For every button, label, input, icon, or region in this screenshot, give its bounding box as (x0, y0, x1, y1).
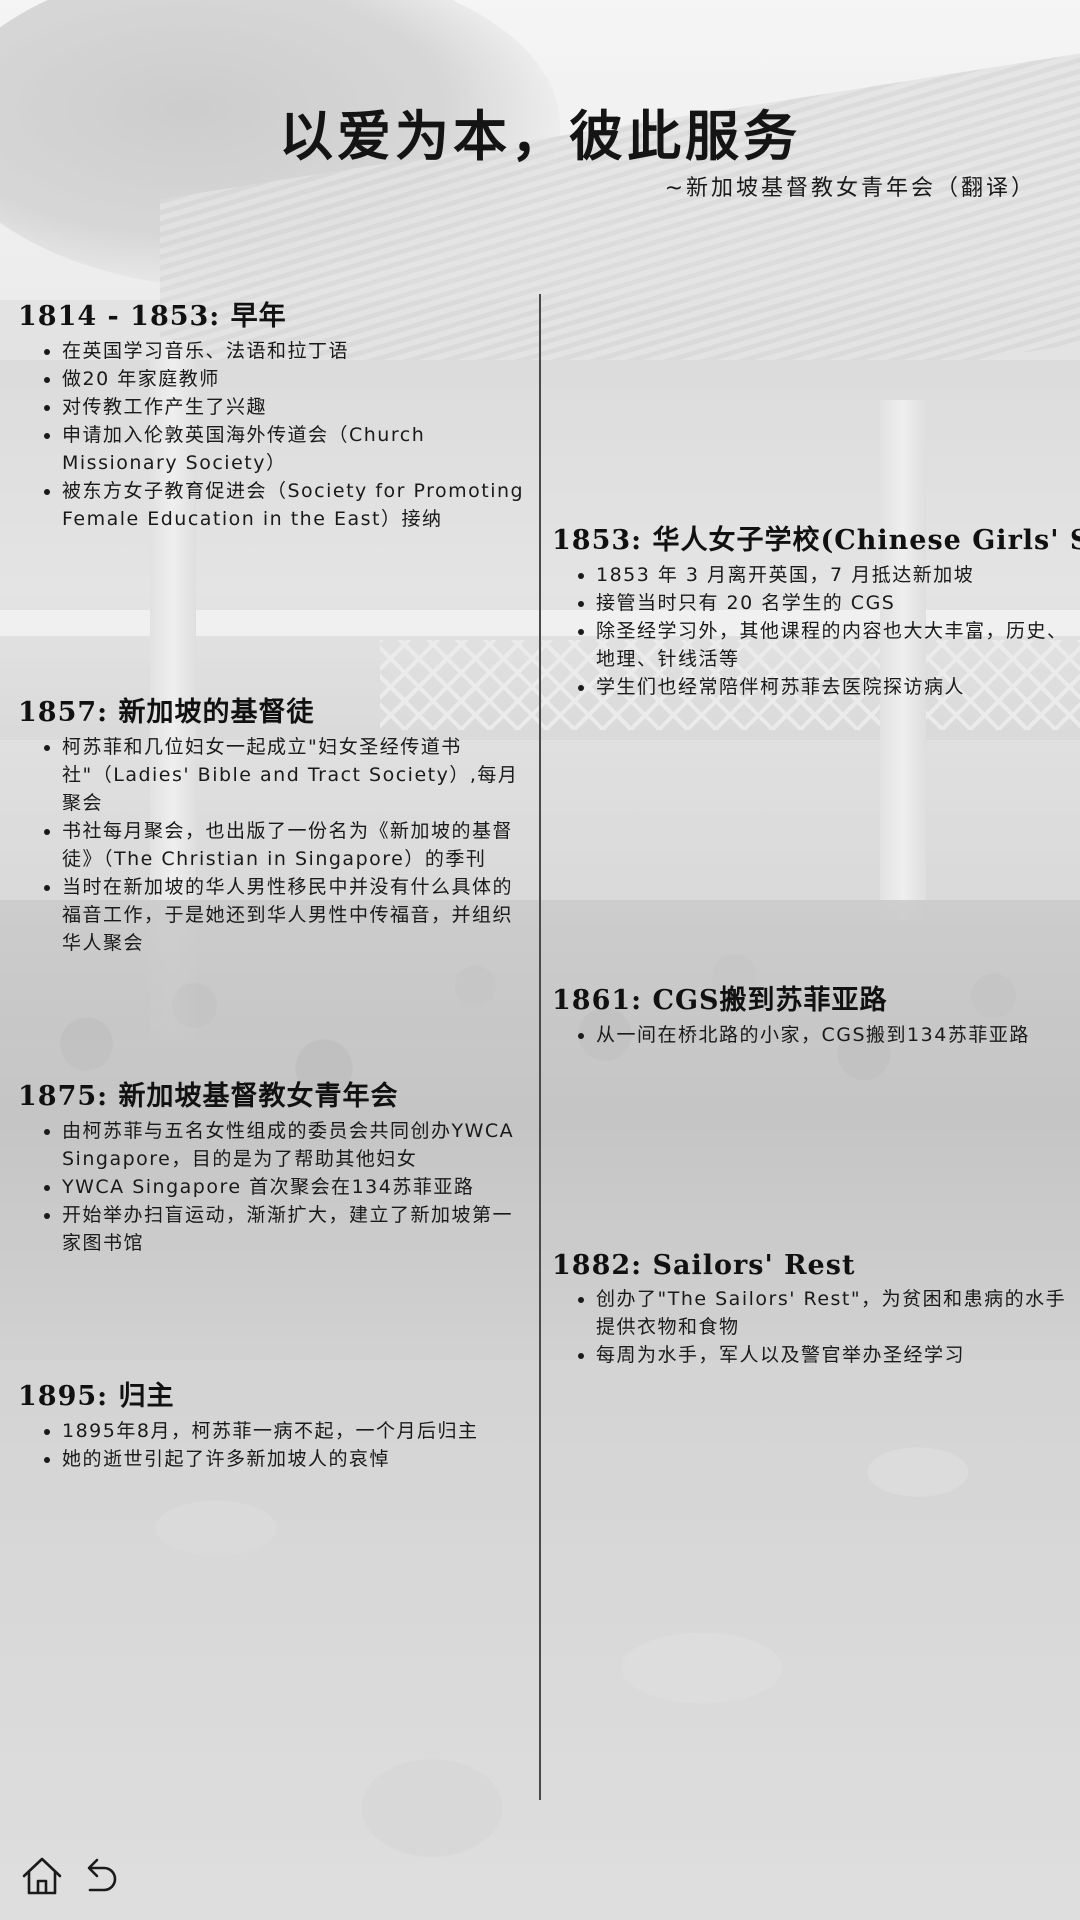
list-item: 被东方女子教育促进会（Society for Promoting Female … (62, 477, 526, 533)
section-heading: 1853: 华人女子学校(Chinese Girls' School) (552, 525, 1080, 556)
section-heading: 1882: Sailors' Rest (552, 1250, 856, 1281)
timeline-section-1857: 1857: 新加坡的基督徒 柯苏菲和几位妇女一起成立"妇女圣经传道书社"（Lad… (18, 690, 526, 957)
bottom-nav (18, 1852, 124, 1900)
timeline-section-1882: 1882: Sailors' Rest 创办了"The Sailors' Res… (552, 1250, 1068, 1369)
section-heading: 1861: CGS搬到苏菲亚路 (552, 985, 888, 1016)
list-item: 柯苏菲和几位妇女一起成立"妇女圣经传道书社"（Ladies' Bible and… (62, 733, 526, 817)
page-subtitle: ~新加坡基督教女青年会（翻译） (664, 176, 1036, 201)
list-item: 申请加入伦敦英国海外传道会（Church Missionary Society） (62, 421, 526, 477)
bg-balustrade (380, 640, 1080, 730)
section-list: 创办了"The Sailors' Rest"，为贫困和患病的水手提供衣物和食物 … (552, 1285, 1068, 1369)
list-item: 创办了"The Sailors' Rest"，为贫困和患病的水手提供衣物和食物 (596, 1285, 1068, 1341)
list-item: 她的逝世引起了许多新加坡人的哀悼 (62, 1445, 526, 1473)
timeline-divider (539, 294, 541, 1800)
timeline-section-1875: 1875: 新加坡基督教女青年会 由柯苏菲与五名女性组成的委员会共同创办YWCA… (18, 1074, 526, 1257)
list-item: 每周为水手，军人以及警官举办圣经学习 (596, 1341, 1068, 1369)
bg-pillar (880, 400, 926, 920)
page-title: 以爱为本，彼此服务 (279, 104, 801, 168)
section-list: 1895年8月，柯苏菲一病不起，一个月后归主 她的逝世引起了许多新加坡人的哀悼 (18, 1417, 526, 1473)
section-list: 由柯苏菲与五名女性组成的委员会共同创办YWCA Singapore，目的是为了帮… (18, 1117, 526, 1257)
back-button[interactable] (76, 1852, 124, 1900)
home-button[interactable] (18, 1852, 66, 1900)
timeline-section-early-years: 1814 - 1853: 早年 在英国学习音乐、法语和拉丁语 做20 年家庭教师… (18, 294, 526, 533)
section-list: 1853 年 3 月离开英国，7 月抵达新加坡 接管当时只有 20 名学生的 C… (552, 561, 1068, 701)
section-list: 从一间在桥北路的小家，CGS搬到134苏菲亚路 (552, 1021, 1068, 1049)
list-item: 除圣经学习外，其他课程的内容也大大丰富，历史、地理、针线活等 (596, 617, 1068, 673)
list-item: 对传教工作产生了兴趣 (62, 393, 526, 421)
back-arrow-icon (87, 1858, 117, 1892)
list-item: 从一间在桥北路的小家，CGS搬到134苏菲亚路 (596, 1021, 1068, 1049)
list-item: 当时在新加坡的华人男性移民中并没有什么具体的福音工作，于是她还到华人男性中传福音… (62, 873, 526, 957)
list-item: 书社每月聚会，也出版了一份名为《新加坡的基督徒》（The Christian i… (62, 817, 526, 873)
section-list: 柯苏菲和几位妇女一起成立"妇女圣经传道书社"（Ladies' Bible and… (18, 733, 526, 957)
list-item: 做20 年家庭教师 (62, 365, 526, 393)
timeline-section-1853: 1853: 华人女子学校(Chinese Girls' School) 1853… (552, 518, 1080, 701)
section-list: 在英国学习音乐、法语和拉丁语 做20 年家庭教师 对传教工作产生了兴趣 申请加入… (18, 337, 526, 533)
timeline-section-1895: 1895: 归主 1895年8月，柯苏菲一病不起，一个月后归主 她的逝世引起了许… (18, 1374, 526, 1473)
list-item: 在英国学习音乐、法语和拉丁语 (62, 337, 526, 365)
section-heading: 1895: 归主 (18, 1381, 175, 1412)
list-item: 由柯苏菲与五名女性组成的委员会共同创办YWCA Singapore，目的是为了帮… (62, 1117, 526, 1173)
section-heading: 1814 - 1853: 早年 (18, 301, 287, 332)
home-icon (22, 1857, 62, 1895)
list-item: YWCA Singapore 首次聚会在134苏菲亚路 (62, 1173, 526, 1201)
list-item: 1853 年 3 月离开英国，7 月抵达新加坡 (596, 561, 1068, 589)
list-item: 1895年8月，柯苏菲一病不起，一个月后归主 (62, 1417, 526, 1445)
list-item: 学生们也经常陪伴柯苏菲去医院探访病人 (596, 673, 1068, 701)
list-item: 开始举办扫盲运动，渐渐扩大，建立了新加坡第一家图书馆 (62, 1201, 526, 1257)
section-heading: 1857: 新加坡的基督徒 (18, 697, 315, 728)
timeline-section-1861: 1861: CGS搬到苏菲亚路 从一间在桥北路的小家，CGS搬到134苏菲亚路 (552, 978, 1068, 1049)
list-item: 接管当时只有 20 名学生的 CGS (596, 589, 1068, 617)
section-heading: 1875: 新加坡基督教女青年会 (18, 1081, 399, 1112)
